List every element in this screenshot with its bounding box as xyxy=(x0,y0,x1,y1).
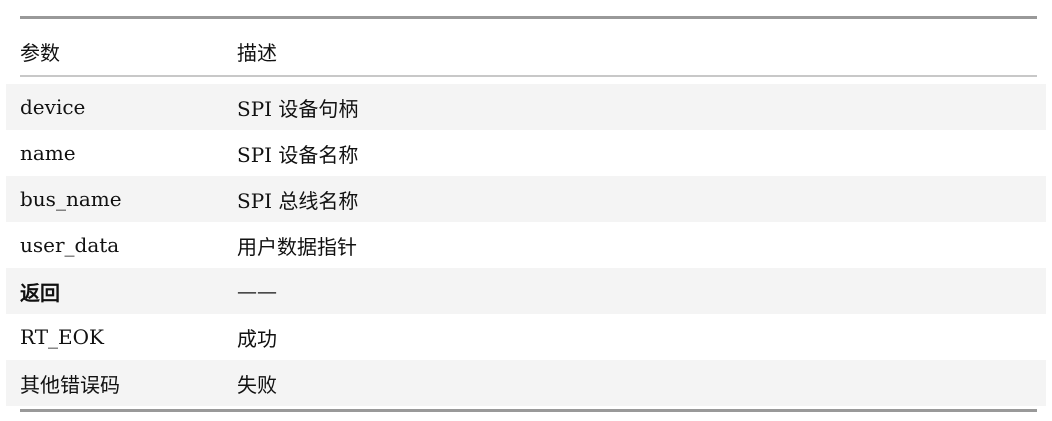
param-cell: bus_name xyxy=(20,187,122,211)
param-cell: 返回 xyxy=(20,280,60,305)
desc-cell: —— xyxy=(237,279,277,303)
table-header-row: 参数 描述 xyxy=(6,28,1046,74)
param-cell: 其他错误码 xyxy=(20,372,120,397)
table-row: name SPI 设备名称 xyxy=(6,130,1046,176)
table-row: user_data 用户数据指针 xyxy=(6,222,1046,268)
header-desc: 描述 xyxy=(237,40,277,65)
table-row: device SPI 设备句柄 xyxy=(6,84,1046,130)
table-row: bus_name SPI 总线名称 xyxy=(6,176,1046,222)
table-row-return: 返回 —— xyxy=(6,268,1046,314)
param-cell: name xyxy=(20,141,76,165)
header-divider xyxy=(20,75,1037,77)
desc-cell: 用户数据指针 xyxy=(237,234,357,259)
desc-cell: SPI 总线名称 xyxy=(237,188,359,213)
desc-cell: SPI 设备名称 xyxy=(237,142,359,167)
header-param: 参数 xyxy=(20,40,60,65)
table-bottom-rule xyxy=(20,409,1037,412)
desc-cell: 成功 xyxy=(237,326,277,351)
desc-cell: SPI 设备句柄 xyxy=(237,96,359,121)
desc-cell: 失败 xyxy=(237,372,277,397)
param-cell: device xyxy=(20,95,86,119)
table-top-rule xyxy=(20,16,1037,19)
param-cell: RT_EOK xyxy=(20,325,104,349)
table-row: 其他错误码 失败 xyxy=(6,360,1046,406)
table-row: RT_EOK 成功 xyxy=(6,314,1046,360)
param-cell: user_data xyxy=(20,233,120,257)
